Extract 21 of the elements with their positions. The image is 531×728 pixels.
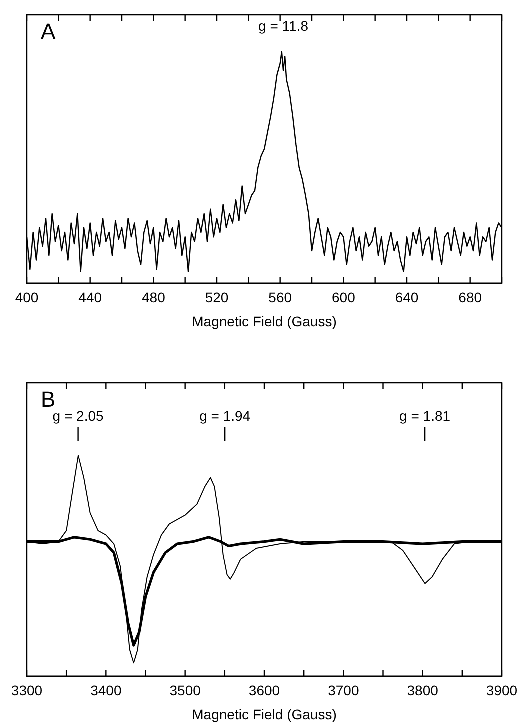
x-axis-title: Magnetic Field (Gauss) — [192, 313, 337, 330]
x-tick-label: 3800 — [407, 682, 439, 699]
text: g = 11.8 — [258, 18, 309, 34]
text: g = 1.94 — [200, 408, 251, 424]
x-tick-label: 480 — [142, 290, 166, 306]
x-tick-label: 3900 — [486, 682, 518, 699]
x-tick-label: 3600 — [248, 682, 280, 699]
text: A — [41, 19, 56, 44]
x-tick-label: 400 — [15, 290, 39, 306]
x-tick-label: 440 — [78, 290, 102, 306]
x-axis-title: Magnetic Field (Gauss) — [192, 706, 337, 722]
x-tick-label: 680 — [458, 290, 482, 306]
text: g = 1.81 — [400, 408, 451, 424]
x-tick-label: 3400 — [90, 682, 122, 699]
x-tick-label: 640 — [395, 290, 419, 306]
x-tick-label: 3700 — [328, 682, 360, 699]
x-tick-label: 3500 — [170, 682, 202, 699]
x-tick-label: 560 — [268, 290, 292, 306]
x-tick-label: 3300 — [11, 682, 43, 699]
x-tick-label: 600 — [332, 290, 356, 306]
x-tick-label: 520 — [205, 290, 229, 306]
